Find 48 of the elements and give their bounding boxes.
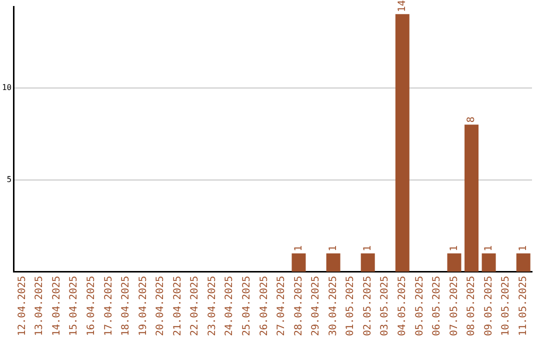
x-tick-label: 14.04.2025: [51, 276, 62, 336]
x-tick-label: 07.05.2025: [448, 276, 460, 336]
x-tick-label: 19.04.2025: [138, 276, 149, 336]
x-tick-label: 29.04.2025: [310, 276, 322, 336]
x-tick-label: 16.04.2025: [86, 276, 97, 336]
x-tick-label: 27.04.2025: [276, 276, 288, 336]
x-tick-label: 17.04.2025: [103, 276, 114, 336]
bar: [395, 14, 410, 272]
bar: [464, 124, 479, 272]
x-tick-label: 01.05.2025: [345, 276, 356, 336]
bar: [447, 253, 462, 272]
x-tick-label: 22.04.2025: [190, 276, 201, 336]
x-tick-label: 21.04.2025: [172, 276, 184, 336]
x-tick-label: 28.04.2025: [293, 276, 304, 336]
x-tick-label: 09.05.2025: [483, 276, 494, 336]
x-tick-label: 15.04.2025: [68, 276, 80, 336]
x-tick-label: 12.04.2025: [16, 276, 28, 336]
bar: [516, 253, 530, 272]
x-tick-label: 13.04.2025: [34, 276, 46, 336]
x-tick-label: 23.04.2025: [206, 276, 218, 336]
x-tick-label: 26.04.2025: [258, 276, 270, 336]
x-tick-label: 08.05.2025: [466, 276, 478, 336]
bar: [360, 253, 375, 272]
data-label: 1: [518, 245, 529, 252]
x-tick-label: 05.05.2025: [414, 276, 426, 336]
data-label: 1: [293, 245, 304, 252]
x-tick-label: 30.04.2025: [328, 276, 339, 336]
data-label: 1: [362, 245, 374, 252]
bar: [482, 253, 496, 272]
x-tick-label: 03.05.2025: [380, 276, 391, 336]
data-label: 1: [483, 245, 494, 252]
bar: [326, 253, 340, 272]
x-tick-label: 24.04.2025: [224, 276, 236, 336]
x-tick-label: 11.05.2025: [518, 276, 529, 336]
y-tick-label: 10: [2, 82, 12, 92]
data-label: 8: [466, 116, 478, 123]
y-tick-label: 5: [6, 174, 12, 184]
data-label: 14: [397, 0, 408, 12]
bar: [292, 253, 306, 272]
x-tick-label: 18.04.2025: [120, 276, 132, 336]
x-tick-label: 02.05.2025: [362, 276, 374, 336]
x-tick-label: 25.04.2025: [241, 276, 252, 336]
x-tick-label: 20.04.2025: [155, 276, 166, 336]
data-label: 1: [328, 245, 339, 252]
x-tick-label: 04.05.2025: [397, 276, 408, 336]
x-tick-label: 10.05.2025: [500, 276, 512, 336]
x-tick-label: 06.05.2025: [432, 276, 443, 336]
data-label: 1: [448, 245, 460, 252]
